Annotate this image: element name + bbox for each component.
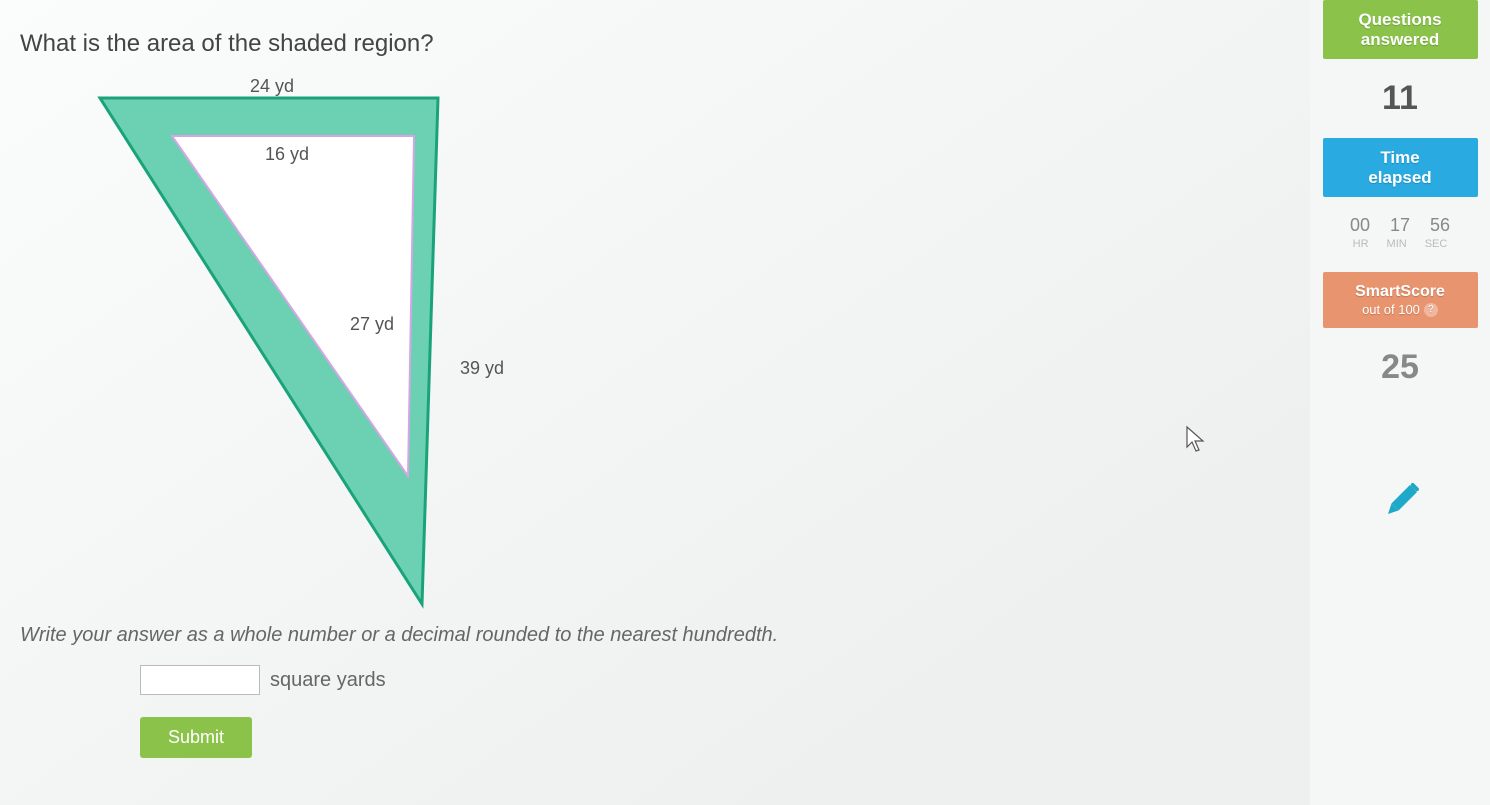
time-hr: 00 xyxy=(1350,215,1370,236)
time-hr-label: HR xyxy=(1353,238,1369,250)
answer-unit: square yards xyxy=(270,669,386,692)
time-sec-label: SEC xyxy=(1425,238,1448,250)
inner-top-label: 16 yd xyxy=(265,144,309,165)
time-elapsed-label: Time elapsed xyxy=(1329,148,1472,187)
answer-input[interactable] xyxy=(140,665,260,695)
time-min: 17 xyxy=(1390,215,1410,236)
time-elapsed-card: Time elapsed xyxy=(1323,138,1478,197)
smartscore-value: 25 xyxy=(1381,348,1419,387)
questions-answered-label: Questions answered xyxy=(1329,10,1472,49)
sidebar: Questions answered 11 Time elapsed 00 17… xyxy=(1310,0,1490,805)
main-area: What is the area of the shaded region? 2… xyxy=(0,0,1310,805)
outer-right-label: 39 yd xyxy=(460,358,504,379)
smartscore-sub-text: out of 100 xyxy=(1362,302,1420,318)
time-min-label: MIN xyxy=(1387,238,1407,250)
questions-answered-value: 11 xyxy=(1382,79,1418,118)
smartscore-card: SmartScore out of 100 ? xyxy=(1323,272,1478,328)
inner-triangle xyxy=(172,136,414,476)
time-labels: HR MIN SEC xyxy=(1353,238,1448,250)
info-icon[interactable]: ? xyxy=(1424,303,1438,317)
answer-row: square yards xyxy=(20,665,1290,695)
questions-answered-card: Questions answered xyxy=(1323,0,1478,59)
time-sec: 56 xyxy=(1430,215,1450,236)
submit-button[interactable]: Submit xyxy=(140,717,252,758)
smartscore-label: SmartScore xyxy=(1355,282,1445,302)
smartscore-sub: out of 100 ? xyxy=(1362,302,1438,318)
figure: 24 yd 16 yd 27 yd 39 yd xyxy=(20,76,540,616)
cursor-icon xyxy=(1185,425,1207,453)
time-row: 00 17 56 xyxy=(1350,215,1450,236)
instruction-text: Write your answer as a whole number or a… xyxy=(20,624,1290,647)
question-prompt: What is the area of the shaded region? xyxy=(20,30,1290,58)
inner-right-label: 27 yd xyxy=(350,314,394,335)
pencil-icon[interactable] xyxy=(1375,477,1425,527)
outer-top-label: 24 yd xyxy=(250,76,294,97)
